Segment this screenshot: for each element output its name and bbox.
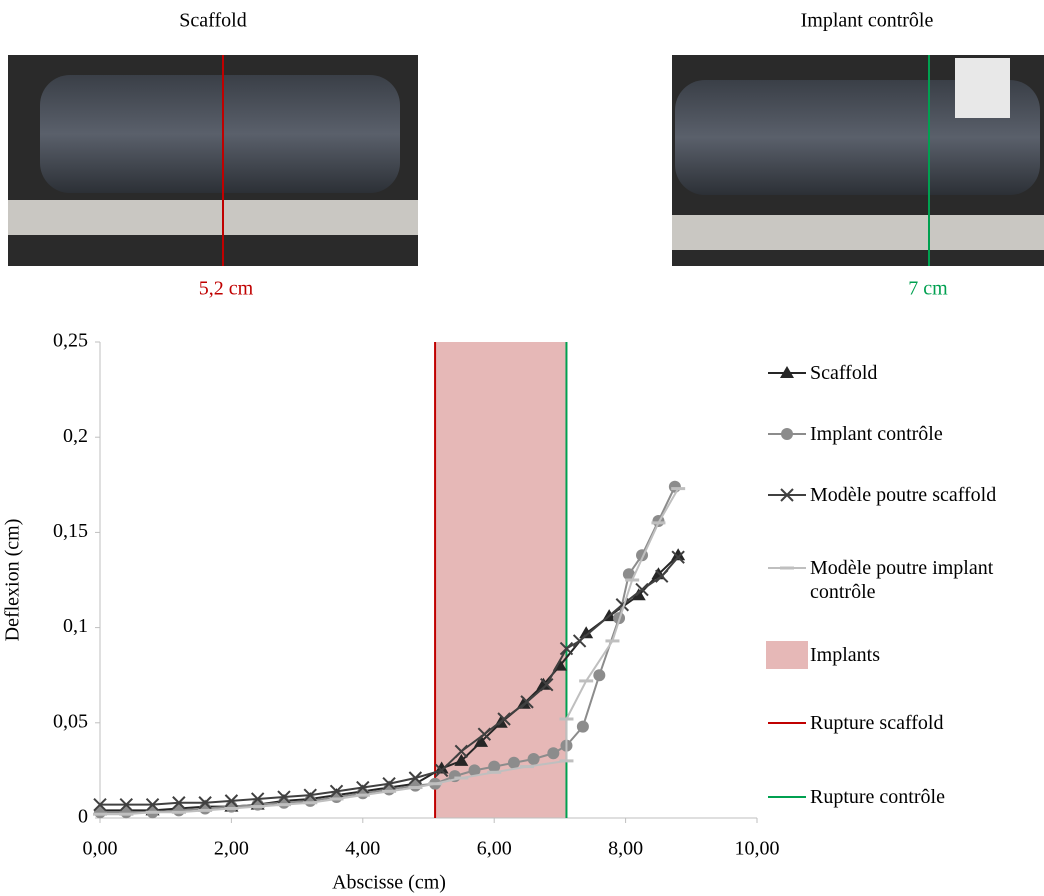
point (671, 548, 686, 561)
point (93, 797, 107, 812)
x-tick-label: 2,00 (214, 838, 249, 860)
x-tick-label: 4,00 (345, 838, 380, 860)
point (356, 780, 370, 795)
y-tick-label: 0,2 (63, 425, 88, 447)
point (145, 797, 160, 812)
point (547, 747, 560, 760)
photo-title: Implant contrôle (801, 10, 934, 32)
y-tick-label: 0,1 (63, 615, 88, 637)
x-tick-label: 8,00 (608, 838, 643, 860)
point (119, 797, 133, 812)
photo-title: Scaffold (179, 10, 246, 32)
series-line (100, 554, 679, 812)
point (434, 763, 449, 778)
point (225, 800, 238, 813)
photo (672, 55, 1044, 266)
photo-label: 5,2 cm (199, 278, 254, 300)
point (199, 802, 212, 815)
legend-key (766, 641, 808, 669)
point (468, 764, 481, 777)
point (572, 634, 587, 648)
point (251, 798, 264, 811)
legend-label: Rupture contrôle (810, 786, 945, 808)
point (329, 784, 344, 799)
point (635, 582, 649, 597)
series-line (100, 486, 676, 814)
point (497, 712, 511, 726)
point (474, 734, 489, 747)
y-axis-label: Deflexion (cm) (2, 519, 24, 642)
legend-key (768, 428, 806, 440)
legend-key (768, 488, 806, 502)
point (488, 760, 501, 773)
legend-label: Implant contrôle (810, 423, 943, 445)
x-tick-label: 0,00 (83, 838, 118, 860)
point (780, 488, 794, 502)
point (277, 796, 290, 809)
y-tick-label: 0,25 (53, 330, 88, 352)
span (435, 342, 567, 818)
point (277, 790, 291, 804)
photo-label: 7 cm (908, 278, 948, 300)
legend-key (768, 366, 806, 378)
series-line (100, 488, 680, 816)
point (408, 771, 423, 785)
point (507, 756, 520, 769)
legend-label: Implants (810, 644, 880, 666)
point (454, 744, 469, 759)
point (559, 641, 574, 656)
point (540, 678, 554, 692)
point (593, 669, 606, 682)
point (303, 788, 317, 802)
y-tick-label: 0 (78, 806, 88, 828)
point (579, 626, 594, 639)
point (454, 753, 469, 766)
point (781, 428, 793, 440)
point (536, 677, 551, 690)
legend-swatch (766, 641, 808, 669)
x-axis-label: Abscisse (cm) (332, 872, 446, 894)
point (671, 550, 685, 564)
point (631, 588, 646, 601)
point (576, 720, 589, 733)
legend-label: Modèle poutre scaffold (810, 484, 997, 506)
point (520, 695, 534, 709)
point (477, 727, 492, 741)
y-tick-label: 0,15 (53, 520, 88, 542)
point (172, 796, 186, 810)
x-tick-label: 10,00 (735, 838, 780, 860)
y-tick-label: 0,05 (53, 710, 88, 732)
point (655, 569, 669, 583)
photo (8, 55, 418, 266)
point (382, 777, 396, 791)
point (250, 792, 265, 806)
point (780, 366, 794, 378)
point (622, 568, 635, 581)
x-tick-label: 6,00 (477, 838, 512, 860)
point (198, 796, 212, 810)
legend-label: Rupture scaffold (810, 712, 944, 734)
point (224, 794, 239, 808)
point (304, 794, 317, 807)
point (668, 480, 681, 493)
legend-label: Scaffold (810, 362, 878, 384)
point (527, 752, 540, 765)
legend-label: Modèle poutre implant contrôle (810, 557, 994, 603)
